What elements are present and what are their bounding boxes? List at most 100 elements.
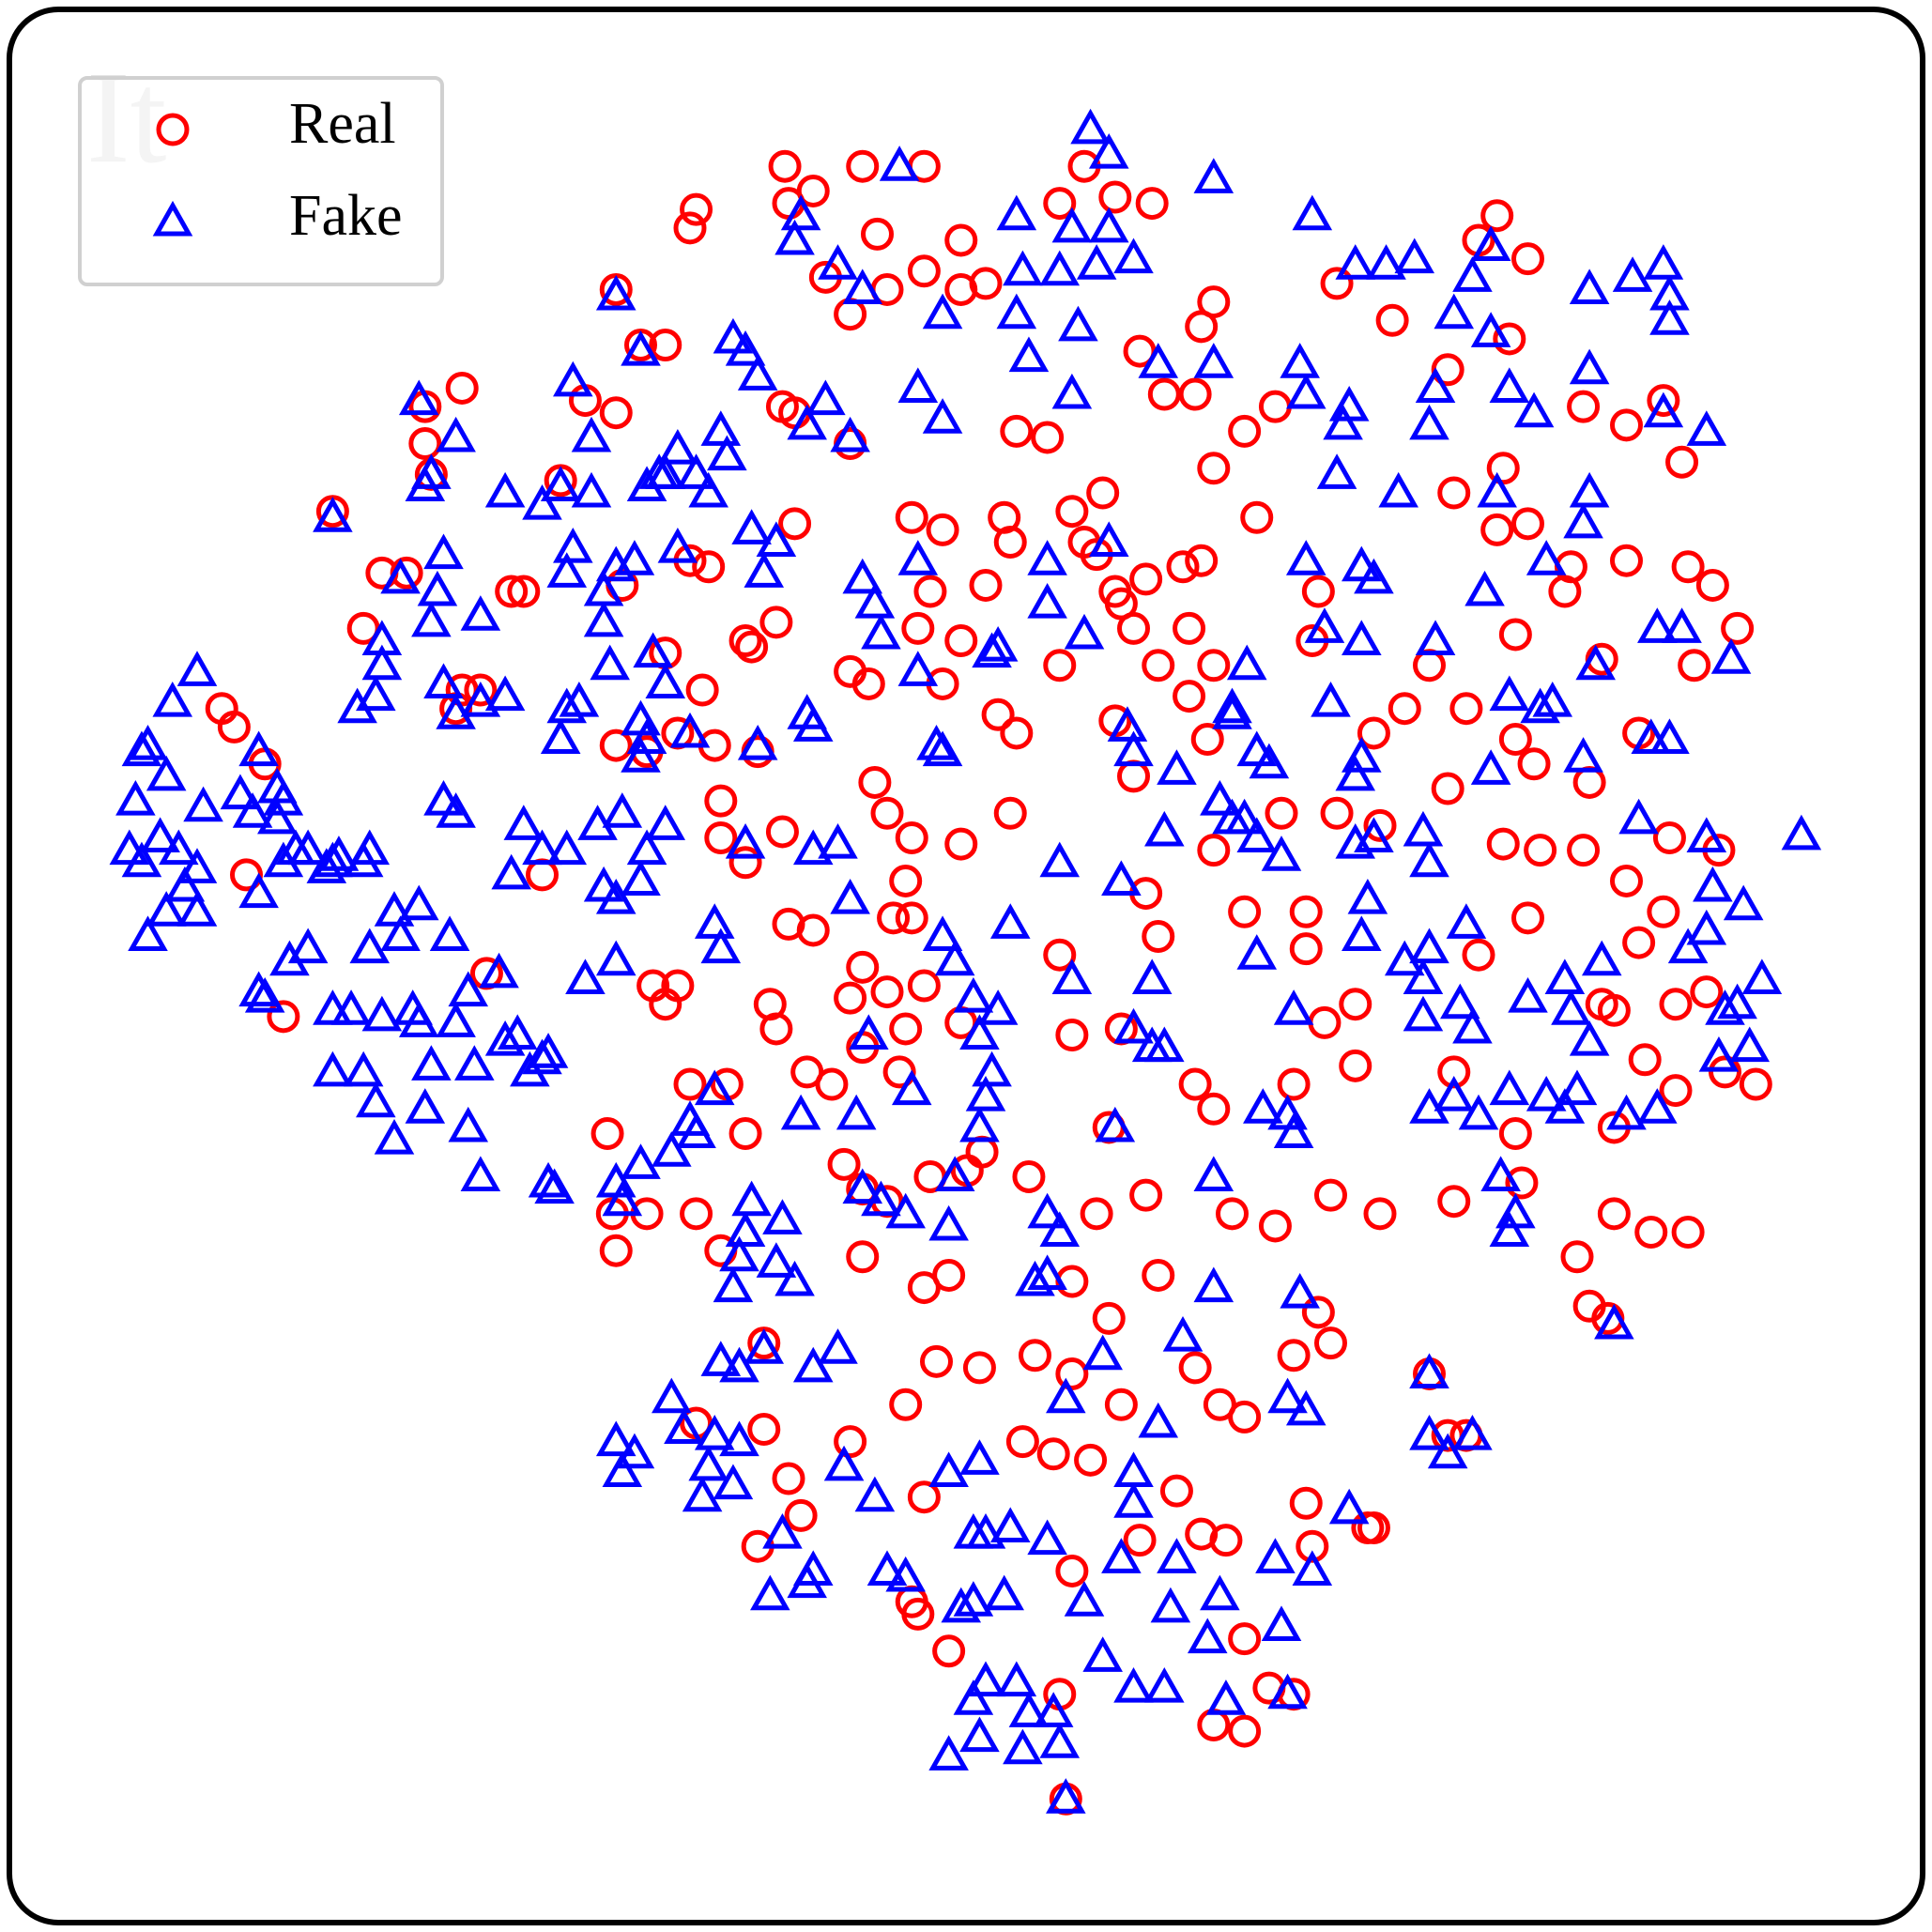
point bbox=[140, 817, 180, 852]
point bbox=[934, 1156, 975, 1191]
point bbox=[1452, 256, 1493, 292]
legend-label: Fake bbox=[289, 184, 403, 248]
point bbox=[1055, 1554, 1089, 1587]
point bbox=[1628, 1043, 1662, 1077]
point bbox=[1567, 390, 1601, 423]
point bbox=[1409, 404, 1449, 440]
point bbox=[398, 379, 439, 416]
point bbox=[510, 1050, 550, 1087]
point bbox=[719, 1235, 759, 1272]
point bbox=[1729, 1026, 1771, 1063]
point bbox=[996, 194, 1037, 231]
point bbox=[846, 950, 880, 984]
point bbox=[713, 1464, 754, 1500]
point bbox=[1086, 476, 1120, 510]
point bbox=[725, 1211, 766, 1247]
point bbox=[1088, 132, 1129, 169]
point bbox=[796, 913, 830, 947]
point bbox=[423, 663, 464, 698]
point bbox=[842, 268, 883, 304]
point bbox=[1652, 821, 1686, 854]
point bbox=[1612, 256, 1653, 292]
point bbox=[411, 1045, 452, 1081]
point bbox=[602, 792, 643, 828]
point bbox=[1173, 611, 1206, 645]
point bbox=[115, 780, 156, 816]
point bbox=[1289, 895, 1323, 928]
point bbox=[1027, 540, 1067, 575]
point bbox=[1659, 1074, 1693, 1108]
point bbox=[159, 829, 199, 866]
point bbox=[920, 1344, 953, 1378]
point bbox=[313, 1050, 353, 1087]
point bbox=[1178, 377, 1212, 411]
point bbox=[1486, 827, 1520, 861]
point bbox=[257, 767, 298, 804]
point bbox=[849, 1014, 889, 1050]
point bbox=[614, 540, 655, 575]
point bbox=[1080, 1197, 1113, 1231]
point bbox=[1693, 866, 1733, 902]
point bbox=[996, 1661, 1037, 1697]
point bbox=[1520, 687, 1560, 724]
point bbox=[595, 1420, 636, 1457]
point bbox=[882, 1055, 916, 1089]
points bbox=[109, 108, 1822, 1816]
point bbox=[1560, 1240, 1594, 1274]
point bbox=[626, 829, 667, 866]
point bbox=[1511, 242, 1544, 276]
point bbox=[762, 1512, 803, 1549]
point bbox=[1563, 737, 1603, 773]
point bbox=[657, 527, 698, 563]
point bbox=[669, 1100, 711, 1136]
point bbox=[891, 1069, 932, 1106]
point bbox=[1686, 909, 1727, 945]
point bbox=[1209, 1524, 1243, 1557]
point bbox=[941, 1587, 982, 1623]
point bbox=[823, 1445, 865, 1481]
point bbox=[1296, 1529, 1329, 1563]
point bbox=[109, 829, 150, 866]
point bbox=[152, 682, 193, 717]
point bbox=[1569, 1020, 1610, 1056]
point bbox=[1618, 798, 1659, 835]
point bbox=[330, 989, 372, 1025]
point bbox=[356, 1081, 396, 1118]
point bbox=[1138, 1402, 1179, 1438]
point bbox=[1162, 1315, 1204, 1352]
point bbox=[1098, 180, 1132, 214]
point bbox=[676, 453, 716, 489]
point bbox=[495, 575, 529, 608]
point bbox=[1101, 1538, 1142, 1573]
point bbox=[1088, 207, 1129, 243]
point bbox=[454, 1045, 495, 1081]
point bbox=[583, 601, 624, 637]
point bbox=[928, 1204, 969, 1241]
point bbox=[858, 765, 892, 799]
point bbox=[830, 879, 870, 914]
point bbox=[780, 1094, 821, 1130]
point bbox=[1316, 453, 1357, 489]
point bbox=[1000, 414, 1034, 448]
point bbox=[1144, 810, 1185, 847]
point bbox=[993, 526, 1027, 559]
point bbox=[854, 583, 896, 619]
point bbox=[1055, 495, 1089, 529]
point bbox=[1166, 550, 1200, 584]
point bbox=[1187, 1618, 1228, 1654]
point bbox=[1342, 545, 1382, 582]
point bbox=[1354, 558, 1394, 594]
point bbox=[1647, 895, 1680, 928]
point bbox=[1610, 864, 1643, 897]
point bbox=[805, 379, 846, 416]
point bbox=[1142, 1258, 1175, 1292]
point bbox=[827, 1147, 861, 1181]
point bbox=[497, 1014, 538, 1050]
point bbox=[1594, 1303, 1634, 1340]
point bbox=[1104, 587, 1138, 621]
point bbox=[275, 829, 316, 866]
point bbox=[728, 624, 762, 657]
point bbox=[267, 1000, 300, 1034]
point bbox=[1705, 989, 1745, 1025]
point bbox=[590, 1117, 624, 1150]
